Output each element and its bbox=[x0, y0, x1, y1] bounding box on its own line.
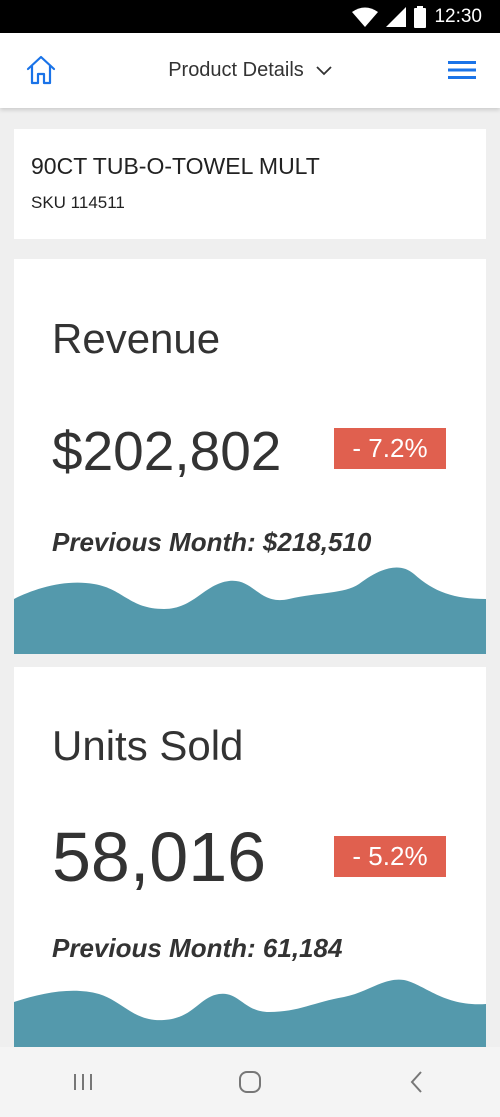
product-sku: SKU 114511 bbox=[31, 193, 125, 212]
metric-title: Units Sold bbox=[52, 722, 244, 769]
metric-value: $202,802 bbox=[52, 420, 282, 482]
recent-apps-button[interactable] bbox=[53, 1057, 113, 1107]
change-badge: - 7.2% bbox=[334, 428, 446, 469]
status-time: 12:30 bbox=[434, 5, 482, 27]
back-chevron-icon bbox=[410, 1071, 422, 1093]
hamburger-menu-icon bbox=[448, 61, 476, 79]
menu-button[interactable] bbox=[448, 58, 476, 82]
change-badge: - 5.2% bbox=[334, 836, 446, 877]
product-card: 90CT TUB-O-TOWEL MULT SKU 114511 bbox=[14, 129, 486, 239]
previous-month-label: Previous Month: 61,184 bbox=[52, 933, 343, 963]
battery-icon bbox=[414, 5, 427, 28]
home-icon bbox=[26, 55, 56, 85]
units-sold-card: Units Sold 58,016 - 5.2% Previous Month:… bbox=[14, 667, 486, 1047]
home-nav-button[interactable] bbox=[220, 1057, 280, 1107]
status-bar: 12:30 bbox=[0, 0, 500, 33]
app-header: Product Details bbox=[0, 33, 500, 108]
trend-wave bbox=[14, 567, 486, 654]
metric-title: Revenue bbox=[52, 315, 221, 362]
revenue-card: Revenue $202,802 - 7.2% Previous Month: … bbox=[14, 259, 486, 654]
back-button[interactable] bbox=[387, 1057, 447, 1107]
cell-signal-icon bbox=[386, 6, 407, 27]
chevron-down-icon bbox=[316, 65, 332, 75]
wifi-icon bbox=[352, 7, 379, 27]
system-nav-bar bbox=[0, 1047, 500, 1117]
recent-apps-icon bbox=[74, 1074, 93, 1090]
metric-value: 58,016 bbox=[52, 818, 267, 896]
product-name: 90CT TUB-O-TOWEL MULT bbox=[31, 153, 320, 179]
circle-home-icon bbox=[238, 1071, 261, 1093]
previous-month-label: Previous Month: $218,510 bbox=[52, 527, 372, 557]
home-button[interactable] bbox=[24, 53, 58, 87]
trend-wave bbox=[14, 979, 486, 1047]
page-title-dropdown[interactable]: Product Details bbox=[168, 59, 332, 82]
page-title: Product Details bbox=[168, 59, 304, 81]
